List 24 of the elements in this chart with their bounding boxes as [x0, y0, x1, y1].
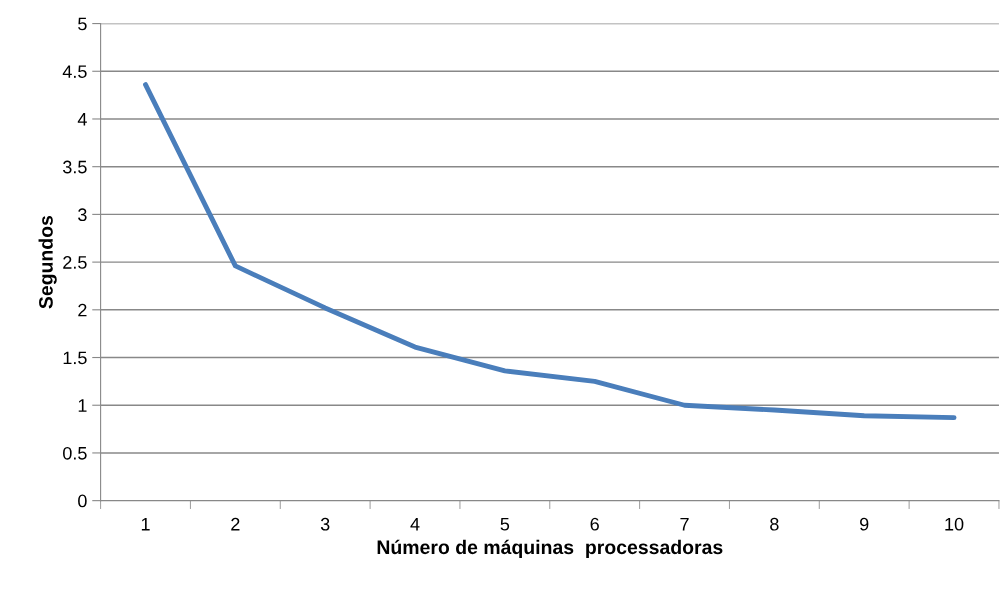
- y-tick-label: 4: [77, 113, 87, 126]
- y-tick-label: 0.5: [63, 446, 87, 460]
- y-tick-label: 5: [78, 17, 87, 31]
- y-tick-label: 0: [78, 494, 87, 508]
- x-tick-label: 5: [500, 517, 510, 531]
- x-tick-label: 6: [590, 517, 599, 531]
- x-tick-label: 9: [860, 517, 869, 531]
- x-tick-label: 4: [410, 517, 420, 531]
- y-tick-label: 3.5: [63, 160, 87, 174]
- y-axis-title: Segundos: [38, 215, 57, 309]
- y-tick-label: 2.5: [63, 256, 87, 269]
- y-tick-label: 4.5: [62, 65, 87, 78]
- line-series: [143, 82, 957, 421]
- x-tick-label: 8: [770, 517, 779, 531]
- x-tick-label: 3: [320, 517, 330, 531]
- y-tick-label: 1.5: [63, 351, 87, 365]
- y-tick-label: 1: [78, 399, 87, 412]
- x-tick-label: 1: [141, 517, 150, 531]
- y-tick-label: 2: [78, 303, 87, 317]
- y-tick-label: 3: [78, 208, 87, 222]
- x-tick-label: 7: [680, 517, 689, 531]
- x-axis-title: Número de máquinas processadoras: [377, 539, 723, 558]
- x-tick-label: 10: [945, 517, 964, 531]
- x-tick-label: 2: [231, 517, 240, 531]
